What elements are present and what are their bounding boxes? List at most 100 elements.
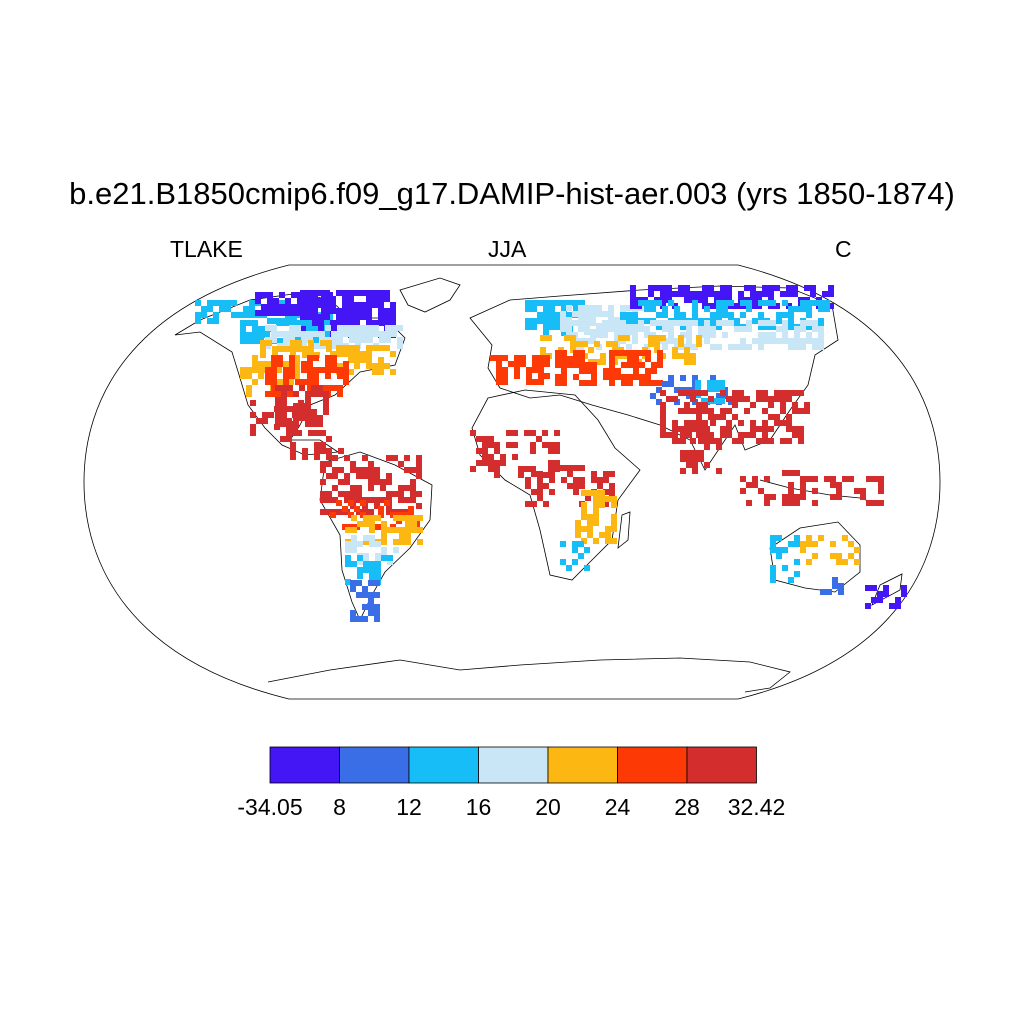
- map-cell: [606, 341, 612, 347]
- map-cell: [704, 438, 710, 444]
- map-cell: [342, 308, 348, 314]
- map-cell: [798, 426, 804, 432]
- map-cell: [318, 320, 324, 326]
- map-cell: [708, 285, 714, 291]
- map-cell: [320, 497, 326, 503]
- map-cell: [252, 320, 258, 326]
- map-cell: [698, 420, 704, 426]
- map-cell: [794, 494, 800, 500]
- map-cell: [704, 338, 710, 344]
- map-cell: [323, 391, 329, 397]
- map-cell: [281, 409, 287, 415]
- map-cell: [656, 387, 662, 393]
- map-cell: [587, 514, 593, 520]
- map-cell: [660, 414, 666, 420]
- map-cell: [716, 344, 722, 350]
- map-cell: [889, 603, 895, 609]
- map-cell: [716, 320, 722, 326]
- map-cell: [354, 302, 360, 308]
- map-cell: [806, 559, 812, 565]
- map-cell: [746, 344, 752, 350]
- map-cell: [363, 553, 369, 559]
- map-cell: [794, 344, 800, 350]
- map-cell: [710, 312, 716, 318]
- map-cell: [668, 320, 674, 326]
- map-cell: [579, 300, 585, 306]
- map-cell: [295, 325, 301, 331]
- map-cell: [632, 338, 638, 344]
- map-cell: [792, 285, 798, 291]
- map-cell: [207, 306, 213, 312]
- map-cell: [596, 311, 602, 317]
- map-cell: [871, 597, 877, 603]
- map-cell: [417, 539, 423, 545]
- map-cell: [696, 291, 702, 297]
- map-cell: [362, 455, 368, 461]
- map-cell: [366, 345, 372, 351]
- map-cell: [261, 292, 267, 298]
- map-cell: [279, 310, 285, 316]
- map-cell: [645, 356, 651, 362]
- map-cell: [278, 346, 284, 352]
- map-cell: [314, 454, 320, 460]
- map-cell: [265, 379, 271, 385]
- map-cell: [633, 362, 639, 368]
- map-cell: [830, 476, 836, 482]
- map-cell: [756, 396, 762, 402]
- map-cell: [549, 306, 555, 312]
- map-cell: [496, 373, 502, 379]
- map-cell: [337, 337, 343, 343]
- map-cell: [324, 314, 330, 320]
- map-cell: [549, 312, 555, 318]
- map-cell: [782, 320, 788, 326]
- map-cell: [374, 616, 380, 622]
- map-cell: [362, 586, 368, 592]
- map-cell: [648, 341, 654, 347]
- map-cell: [750, 420, 756, 426]
- map-cell: [702, 420, 708, 426]
- map-cell: [603, 471, 609, 477]
- map-cell: [584, 320, 590, 326]
- map-cell: [301, 361, 307, 367]
- map-cell: [575, 532, 581, 538]
- map-cell: [502, 373, 508, 379]
- map-cell: [225, 300, 231, 306]
- map-cell: [883, 585, 889, 591]
- map-cell: [356, 616, 362, 622]
- map-cell: [651, 380, 657, 386]
- map-cell: [525, 324, 531, 330]
- map-cell: [343, 325, 349, 331]
- map-cell: [283, 337, 289, 343]
- map-cell: [660, 285, 666, 291]
- map-cell: [611, 502, 617, 508]
- map-cell: [285, 298, 291, 304]
- map-cell: [290, 346, 296, 352]
- map-cell: [531, 471, 537, 477]
- map-cell: [818, 332, 824, 338]
- map-cell: [800, 494, 806, 500]
- map-cell: [627, 362, 633, 368]
- map-cell: [788, 541, 794, 547]
- map-cell: [828, 291, 834, 297]
- map-cell: [578, 326, 584, 332]
- map-cell: [344, 473, 350, 479]
- map-cell: [678, 285, 684, 291]
- map-cell: [314, 448, 320, 454]
- map-cell: [381, 547, 387, 553]
- map-cell: [287, 385, 293, 391]
- map-cell: [243, 312, 249, 318]
- plot-title: b.e21.B1850cmip6.f09_g17.DAMIP-hist-aer.…: [69, 176, 955, 211]
- map-cell: [274, 424, 280, 430]
- map-cell: [740, 344, 746, 350]
- map-cell: [788, 482, 794, 488]
- map-cell: [651, 368, 657, 374]
- map-cell: [722, 332, 728, 338]
- map-cell: [713, 398, 719, 404]
- map-cell: [716, 393, 722, 399]
- map-cell: [871, 585, 877, 591]
- map-cell: [378, 357, 384, 363]
- map-cell: [830, 541, 836, 547]
- map-cell: [690, 420, 696, 426]
- map-cell: [520, 355, 526, 361]
- map-cell: [599, 532, 605, 538]
